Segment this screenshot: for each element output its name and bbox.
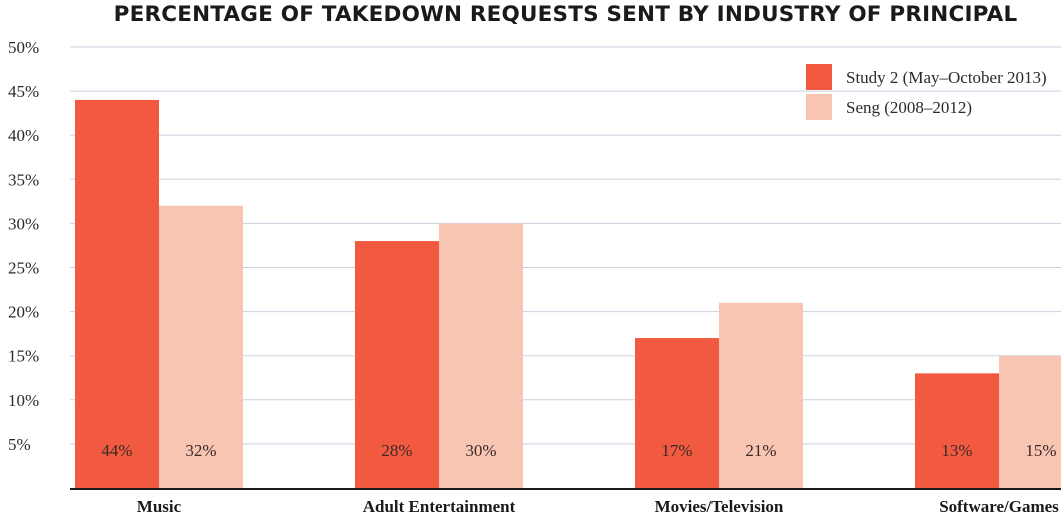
bar-value-label: 28% <box>381 441 412 460</box>
y-tick-label: 50% <box>8 38 39 57</box>
bar-value-label: 15% <box>1025 441 1056 460</box>
x-tick-label: Software/Games <box>939 497 1059 516</box>
y-tick-label: 10% <box>8 391 39 410</box>
bar-study2 <box>75 99 159 489</box>
bar-study2 <box>355 241 439 488</box>
legend-swatch <box>806 64 832 90</box>
y-tick-label: 15% <box>8 347 39 366</box>
bar-value-label: 30% <box>465 441 496 460</box>
x-tick-label: Music <box>137 497 182 516</box>
bar-value-label: 17% <box>661 441 692 460</box>
bar-seng <box>439 223 523 488</box>
y-tick-label: 5% <box>8 435 31 454</box>
y-tick-label: 25% <box>8 259 39 278</box>
legend-label: Study 2 (May–October 2013) <box>846 68 1047 87</box>
bar-study2 <box>915 373 999 488</box>
y-tick-label: 20% <box>8 303 39 322</box>
bar-value-label: 21% <box>745 441 776 460</box>
bar-value-label: 32% <box>185 441 216 460</box>
legend-swatch <box>806 94 832 120</box>
legend-label: Seng (2008–2012) <box>846 98 972 117</box>
y-tick-label: 35% <box>8 170 39 189</box>
x-tick-label: Movies/Television <box>655 497 784 516</box>
y-tick-label: 40% <box>8 126 39 145</box>
y-tick-label: 45% <box>8 82 39 101</box>
bar-seng <box>159 205 243 488</box>
x-tick-label: Adult Entertainment <box>363 497 516 516</box>
bar-seng <box>999 355 1061 488</box>
y-tick-label: 30% <box>8 214 39 233</box>
chart-title: PERCENTAGE OF TAKEDOWN REQUESTS SENT BY … <box>113 2 1018 27</box>
bar-value-label: 44% <box>101 441 132 460</box>
bar-seng <box>719 302 803 488</box>
bar-study2 <box>635 338 719 488</box>
bar-value-label: 13% <box>941 441 972 460</box>
